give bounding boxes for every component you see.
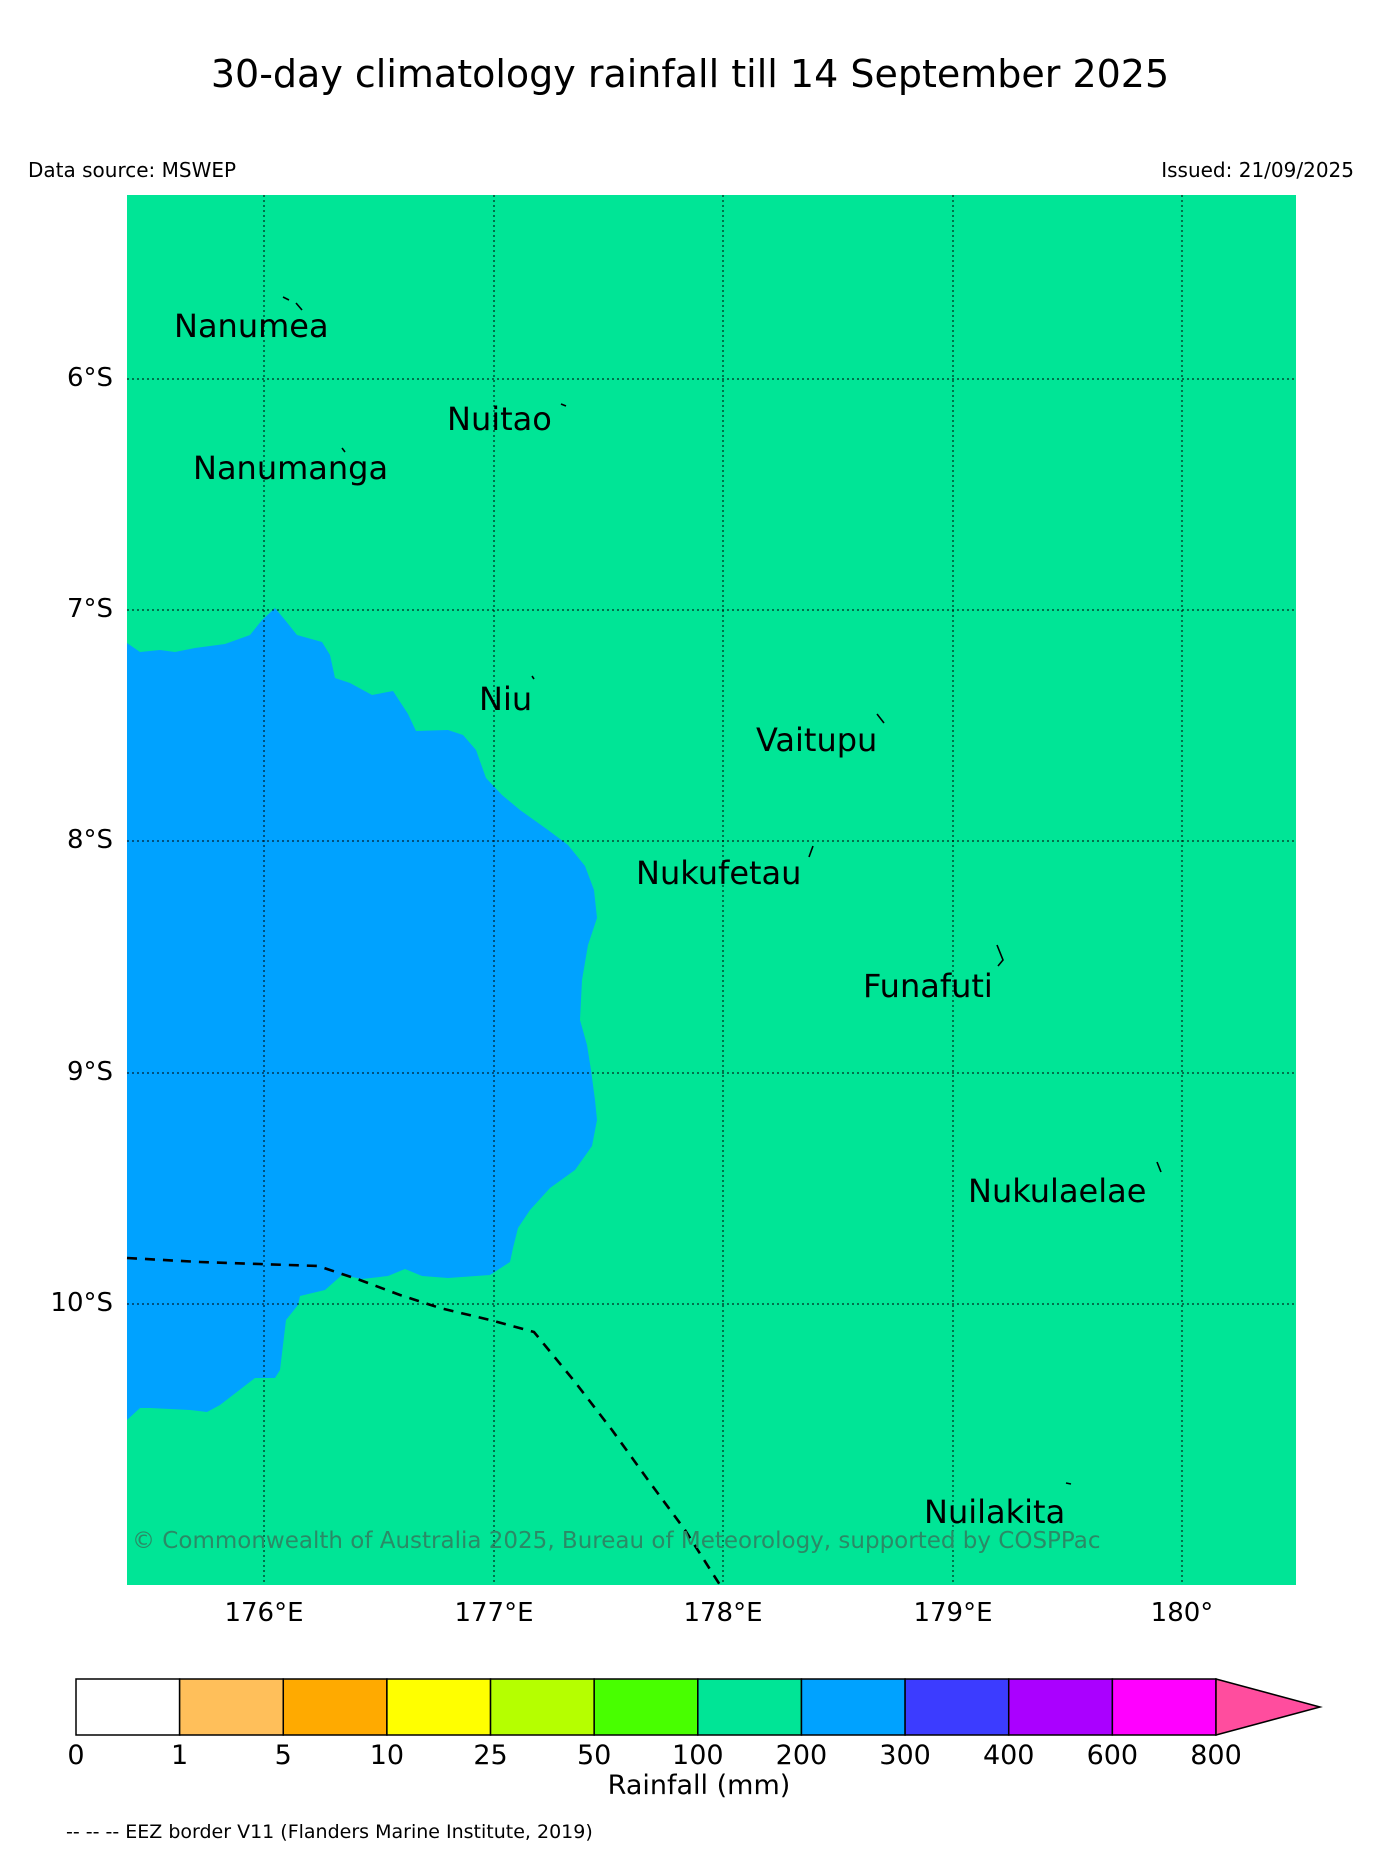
colorbar-tick-label: 0 (67, 1740, 85, 1771)
lat-label-7s: 7°S (66, 594, 113, 624)
eez-border-note: -- -- -- EEZ border V11 (Flanders Marine… (66, 1821, 593, 1843)
colorbar-tick-label: 5 (274, 1740, 292, 1771)
colorbar-tick-label: 25 (473, 1740, 508, 1771)
lon-label-179e: 179°E (913, 1598, 993, 1628)
colorbar-tick-label: 100 (672, 1740, 724, 1771)
map-title: 30-day climatology rainfall till 14 Sept… (210, 52, 1170, 96)
island-label-nuitao: Nuitao (447, 400, 552, 438)
island-labels: Nanumea Nuitao Nanumanga Niu Vaitupu Nuk… (174, 307, 1146, 1531)
lat-label-10s: 10°S (50, 1288, 113, 1318)
lat-label-6s: 6°S (66, 363, 113, 393)
colorbar-title: Rainfall (mm) (607, 1770, 791, 1801)
colorbar-tick-label: 800 (1190, 1740, 1242, 1771)
data-source: Data source: MSWEP (28, 158, 237, 182)
colorbar-tick-label: 300 (879, 1740, 931, 1771)
colorbar-swatch (75, 1678, 181, 1736)
colorbar-tick-label: 50 (576, 1740, 612, 1771)
colorbar-swatch (1007, 1678, 1114, 1736)
island-outlines (282, 296, 1162, 1485)
lon-label-178e: 178°E (683, 1598, 763, 1628)
lon-label-180: 180° (1150, 1598, 1214, 1628)
colorbar-swatch (593, 1678, 699, 1736)
island-label-vaitupu: Vaitupu (756, 721, 877, 759)
lat-label-9s: 9°S (66, 1057, 113, 1087)
rainfall-map: Nanumea Nuitao Nanumanga Niu Vaitupu Nuk… (126, 195, 1296, 1586)
island-label-nukufetau: Nukufetau (636, 854, 801, 892)
colorbar-tick-label: 600 (1086, 1740, 1139, 1771)
lat-label-8s: 8°S (66, 825, 113, 855)
colorbar-swatch (386, 1678, 492, 1736)
island-label-nuilakita: Nuilakita (924, 1493, 1065, 1531)
lon-label-176e: 176°E (224, 1598, 304, 1628)
colorbar-tick-label: 200 (775, 1740, 828, 1771)
colorbar-swatch (800, 1678, 906, 1736)
colorbar-swatch (489, 1678, 595, 1736)
issued-date: Issued: 21/09/2025 (1161, 158, 1354, 182)
lon-label-177e: 177°E (454, 1598, 534, 1628)
colorbar-swatch (178, 1678, 285, 1736)
map-gridlines (127, 195, 1296, 1585)
colorbar-swatch (697, 1678, 803, 1736)
island-label-nanumanga: Nanumanga (193, 449, 388, 487)
island-label-nukulaelae: Nukulaelae (968, 1172, 1146, 1210)
colorbar-swatch (282, 1678, 388, 1736)
colorbar-tick-label: 1 (171, 1740, 189, 1771)
island-label-niu: Niu (479, 680, 532, 718)
colorbar-swatch (1111, 1678, 1217, 1736)
colorbar-tick-label: 10 (369, 1740, 405, 1771)
colorbar-tick-label: 400 (982, 1740, 1035, 1771)
copyright-notice: © Commonwealth of Australia 2025, Bureau… (132, 1528, 1101, 1554)
colorbar-extend-arrow (1215, 1678, 1323, 1736)
colorbar-swatch (904, 1678, 1010, 1736)
rainfall-region-200-300 (127, 608, 597, 1420)
island-label-nanumea: Nanumea (174, 307, 329, 345)
island-label-funafuti: Funafuti (863, 967, 993, 1005)
